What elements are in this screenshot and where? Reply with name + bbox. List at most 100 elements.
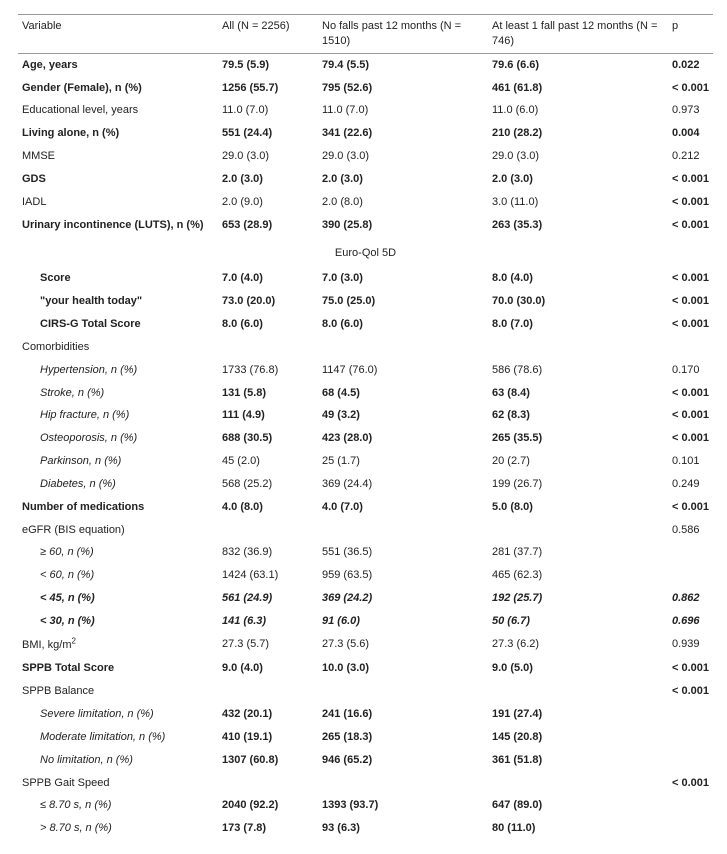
cell-value: 173 (7.8) bbox=[218, 817, 318, 840]
row-label: Osteoporosis, n (%) bbox=[18, 427, 218, 450]
row-label: Gender (Female), n (%) bbox=[18, 77, 218, 100]
table-row: GDS2.0 (3.0)2.0 (3.0)2.0 (3.0)< 0.001 bbox=[18, 168, 713, 191]
row-label: < 60, n (%) bbox=[18, 564, 218, 587]
row-label: SPPB Total Score bbox=[18, 657, 218, 680]
row-label: Severe limitation, n (%) bbox=[18, 703, 218, 726]
cell-value bbox=[488, 772, 668, 795]
cell-value: 265 (35.5) bbox=[488, 427, 668, 450]
cell-p: < 0.001 bbox=[668, 77, 713, 100]
cell-p: 0.862 bbox=[668, 587, 713, 610]
row-label: < 45, n (%) bbox=[18, 587, 218, 610]
cell-value bbox=[218, 680, 318, 703]
cell-value: 2040 (92.2) bbox=[218, 794, 318, 817]
cell-value: 2.0 (3.0) bbox=[218, 168, 318, 191]
cell-value: 4.0 (7.0) bbox=[318, 496, 488, 519]
cell-value: 8.0 (6.0) bbox=[218, 313, 318, 336]
row-label: ≤ 8.70 s, n (%) bbox=[18, 794, 218, 817]
cell-p: < 0.001 bbox=[668, 382, 713, 405]
cell-value: 1256 (55.7) bbox=[218, 77, 318, 100]
cell-value: 141 (6.3) bbox=[218, 610, 318, 633]
cell-p bbox=[668, 794, 713, 817]
cell-value: 191 (27.4) bbox=[488, 703, 668, 726]
table-row: > 8.70 s, n (%)173 (7.8)93 (6.3)80 (11.0… bbox=[18, 817, 713, 840]
cell-p: 0.973 bbox=[668, 99, 713, 122]
table-row: Euro-Qol 5D bbox=[18, 236, 713, 267]
table-row: MMSE29.0 (3.0)29.0 (3.0)29.0 (3.0)0.212 bbox=[18, 145, 713, 168]
cell-value: 1733 (76.8) bbox=[218, 359, 318, 382]
cell-value: 8.0 (6.0) bbox=[318, 313, 488, 336]
table-row: Osteoporosis, n (%)688 (30.5)423 (28.0)2… bbox=[18, 427, 713, 450]
cell-value: 11.0 (6.0) bbox=[488, 99, 668, 122]
row-label: Hip fracture, n (%) bbox=[18, 404, 218, 427]
cell-value: 2.0 (3.0) bbox=[318, 168, 488, 191]
cell-value: 80 (11.0) bbox=[488, 817, 668, 840]
row-label: SPPB Balance bbox=[18, 680, 218, 703]
cell-value: 465 (62.3) bbox=[488, 564, 668, 587]
row-label: IADL bbox=[18, 191, 218, 214]
row-label: Age, years bbox=[18, 53, 218, 76]
table-body: Age, years79.5 (5.9)79.4 (5.5)79.6 (6.6)… bbox=[18, 53, 713, 840]
cell-value: 79.6 (6.6) bbox=[488, 53, 668, 76]
section-header: Euro-Qol 5D bbox=[18, 236, 713, 267]
table-row: Educational level, years11.0 (7.0)11.0 (… bbox=[18, 99, 713, 122]
cell-value: 361 (51.8) bbox=[488, 749, 668, 772]
cell-value: 68 (4.5) bbox=[318, 382, 488, 405]
table-row: IADL2.0 (9.0)2.0 (8.0)3.0 (11.0)< 0.001 bbox=[18, 191, 713, 214]
row-label: < 30, n (%) bbox=[18, 610, 218, 633]
cell-value: 199 (26.7) bbox=[488, 473, 668, 496]
cell-value: 50 (6.7) bbox=[488, 610, 668, 633]
cell-p: 0.022 bbox=[668, 53, 713, 76]
cell-value: 341 (22.6) bbox=[318, 122, 488, 145]
cell-value: 795 (52.6) bbox=[318, 77, 488, 100]
cell-value: 29.0 (3.0) bbox=[318, 145, 488, 168]
cell-value: 461 (61.8) bbox=[488, 77, 668, 100]
table-row: < 60, n (%)1424 (63.1)959 (63.5)465 (62.… bbox=[18, 564, 713, 587]
table-row: Number of medications4.0 (8.0)4.0 (7.0)5… bbox=[18, 496, 713, 519]
cell-value bbox=[218, 772, 318, 795]
cell-p: < 0.001 bbox=[668, 191, 713, 214]
table-row: Moderate limitation, n (%)410 (19.1)265 … bbox=[18, 726, 713, 749]
table-row: Diabetes, n (%)568 (25.2)369 (24.4)199 (… bbox=[18, 473, 713, 496]
row-label: Score bbox=[18, 267, 218, 290]
cell-value: 390 (25.8) bbox=[318, 214, 488, 237]
cell-value: 49 (3.2) bbox=[318, 404, 488, 427]
cell-value: 551 (36.5) bbox=[318, 541, 488, 564]
cell-value: 2.0 (3.0) bbox=[488, 168, 668, 191]
table-row: Gender (Female), n (%)1256 (55.7)795 (52… bbox=[18, 77, 713, 100]
cell-value: 25 (1.7) bbox=[318, 450, 488, 473]
cell-value: 192 (25.7) bbox=[488, 587, 668, 610]
table-row: < 30, n (%)141 (6.3)91 (6.0)50 (6.7)0.69… bbox=[18, 610, 713, 633]
cell-value bbox=[318, 336, 488, 359]
cell-p: 0.101 bbox=[668, 450, 713, 473]
cell-value: 93 (6.3) bbox=[318, 817, 488, 840]
cell-value: 369 (24.4) bbox=[318, 473, 488, 496]
cell-value: 653 (28.9) bbox=[218, 214, 318, 237]
cell-value: 91 (6.0) bbox=[318, 610, 488, 633]
cell-value: 586 (78.6) bbox=[488, 359, 668, 382]
cell-value: 959 (63.5) bbox=[318, 564, 488, 587]
row-label: SPPB Gait Speed bbox=[18, 772, 218, 795]
table-row: "your health today"73.0 (20.0)75.0 (25.0… bbox=[18, 290, 713, 313]
table-row: BMI, kg/m227.3 (5.7)27.3 (5.6)27.3 (6.2)… bbox=[18, 633, 713, 658]
cell-value: 688 (30.5) bbox=[218, 427, 318, 450]
table-row: ≤ 8.70 s, n (%)2040 (92.2)1393 (93.7)647… bbox=[18, 794, 713, 817]
cell-value: 432 (20.1) bbox=[218, 703, 318, 726]
table-row: No limitation, n (%)1307 (60.8)946 (65.2… bbox=[18, 749, 713, 772]
row-label: No limitation, n (%) bbox=[18, 749, 218, 772]
cell-value: 62 (8.3) bbox=[488, 404, 668, 427]
cell-p: < 0.001 bbox=[668, 657, 713, 680]
row-label: Urinary incontinence (LUTS), n (%) bbox=[18, 214, 218, 237]
cell-p bbox=[668, 817, 713, 840]
cell-p bbox=[668, 336, 713, 359]
cell-value: 131 (5.8) bbox=[218, 382, 318, 405]
cell-value: 263 (35.3) bbox=[488, 214, 668, 237]
cell-value: 27.3 (5.6) bbox=[318, 633, 488, 658]
cell-value bbox=[488, 519, 668, 542]
table-row: Age, years79.5 (5.9)79.4 (5.5)79.6 (6.6)… bbox=[18, 53, 713, 76]
cell-value: 5.0 (8.0) bbox=[488, 496, 668, 519]
cell-value: 7.0 (4.0) bbox=[218, 267, 318, 290]
table-row: SPPB Gait Speed< 0.001 bbox=[18, 772, 713, 795]
cell-value: 832 (36.9) bbox=[218, 541, 318, 564]
cell-value: 20 (2.7) bbox=[488, 450, 668, 473]
cell-value: 281 (37.7) bbox=[488, 541, 668, 564]
